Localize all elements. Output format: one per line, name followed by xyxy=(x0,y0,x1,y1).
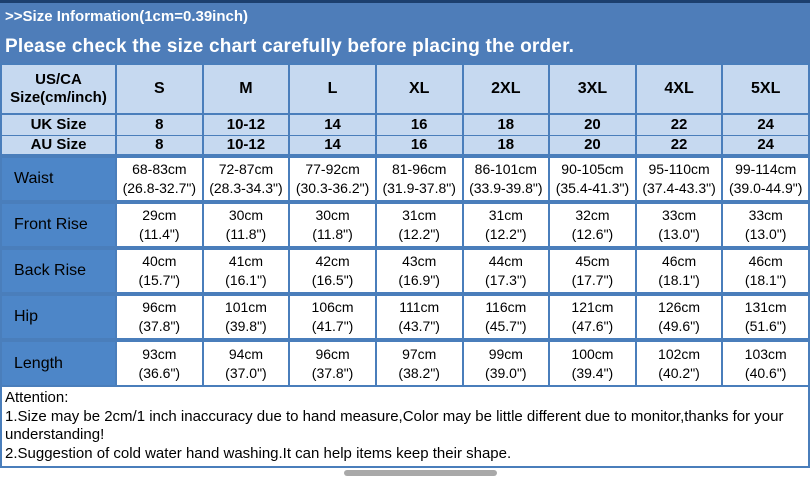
measurement-cell: 111cm (43.7") xyxy=(374,292,464,341)
measurement-cell: 106cm (41.7") xyxy=(288,292,377,341)
size-warning-text: Please check the size chart carefully be… xyxy=(5,35,575,57)
size-column-header: M xyxy=(201,63,291,115)
size-info-banner: >>Size Information(1cm=0.39inch) xyxy=(0,0,810,30)
measurement-cell: 96cm (37.8") xyxy=(115,292,204,341)
size-warning-banner: Please check the size chart carefully be… xyxy=(0,30,810,63)
size-value-cell: 8 xyxy=(115,134,204,157)
measurement-cell: 99cm (39.0") xyxy=(461,338,551,387)
size-column-header: XL xyxy=(374,63,464,115)
measurement-cell: 126cm (49.6") xyxy=(634,292,724,341)
measurement-cell: 116cm (45.7") xyxy=(461,292,551,341)
size-column-header: 3XL xyxy=(548,63,637,115)
measurement-cell: 86-101cm (33.9-39.8") xyxy=(461,154,551,203)
measurement-cell: 33cm (13.0") xyxy=(721,200,810,249)
measurement-cell: 103cm (40.6") xyxy=(721,338,810,387)
measurement-cell: 68-83cm (26.8-32.7") xyxy=(115,154,204,203)
measurement-row: Waist 68-83cm (26.8-32.7") 72-87cm (28.3-34.… xyxy=(0,154,810,203)
header-row: US/CA Size(cm/inch) S M L XL 2XL 3XL 4XL 5XL xyxy=(0,63,810,115)
size-column-header: 4XL xyxy=(634,63,724,115)
measurement-cell: 33cm (13.0") xyxy=(634,200,724,249)
size-column-header: L xyxy=(288,63,377,115)
measurement-row: Hip 96cm (37.8") 101cm (39.8") 106cm (41.7") 11… xyxy=(0,292,810,341)
measurement-cell: 40cm (15.7") xyxy=(115,246,204,295)
measurement-row: Front Rise 29cm (11.4") 30cm (11.8") 30cm (11.… xyxy=(0,200,810,249)
size-column-header: 2XL xyxy=(461,63,551,115)
measurement-cell: 95-110cm (37.4-43.3") xyxy=(634,154,724,203)
measurement-cell: 90-105cm (35.4-41.3") xyxy=(548,154,637,203)
horizontal-scrollbar[interactable] xyxy=(0,468,810,477)
measurement-row: Back Rise 40cm (15.7") 41cm (16.1") 42cm (16.5… xyxy=(0,246,810,295)
corner-header-cell: US/CA Size(cm/inch) xyxy=(0,63,117,115)
size-value-cell: 24 xyxy=(721,113,810,136)
size-value-cell: 10-12 xyxy=(201,113,291,136)
size-row-label: UK Size xyxy=(0,113,117,136)
measurement-cell: 31cm (12.2") xyxy=(461,200,551,249)
size-column-header: S xyxy=(115,63,204,115)
size-value-cell: 14 xyxy=(288,113,377,136)
measurement-cell: 101cm (39.8") xyxy=(201,292,291,341)
attention-label: Attention: xyxy=(5,389,69,406)
size-value-cell: 24 xyxy=(721,134,810,157)
measurement-cell: 121cm (47.6") xyxy=(548,292,637,341)
size-value-cell: 18 xyxy=(461,113,551,136)
measurement-cell: 44cm (17.3") xyxy=(461,246,551,295)
measurement-cell: 94cm (37.0") xyxy=(201,338,291,387)
measurement-cell: 31cm (12.2") xyxy=(374,200,464,249)
measurement-cell: 46cm (18.1") xyxy=(634,246,724,295)
measurement-cell: 96cm (37.8") xyxy=(288,338,377,387)
measurement-row-label: Hip xyxy=(0,292,117,341)
size-value-cell: 16 xyxy=(374,113,464,136)
measurement-cell: 93cm (36.6") xyxy=(115,338,204,387)
measurement-cell: 131cm (51.6") xyxy=(721,292,810,341)
measurement-cell: 43cm (16.9") xyxy=(374,246,464,295)
measurement-cell: 45cm (17.7") xyxy=(548,246,637,295)
size-value-cell: 8 xyxy=(115,113,204,136)
measurement-cell: 41cm (16.1") xyxy=(201,246,291,295)
measurement-row-label: Front Rise xyxy=(0,200,117,249)
measurement-row-label: Length xyxy=(0,338,117,387)
measurement-cell: 97cm (38.2") xyxy=(374,338,464,387)
size-value-cell: 20 xyxy=(548,113,637,136)
measurement-row: Length 93cm (36.6") 94cm (37.0") 96cm (37.8") 9… xyxy=(0,338,810,387)
measurement-cell: 99-114cm (39.0-44.9") xyxy=(721,154,810,203)
size-value-cell: 10-12 xyxy=(201,134,291,157)
attention-note-2: 2.Suggestion of cold water hand washing.… xyxy=(5,444,512,462)
scrollbar-thumb[interactable] xyxy=(344,470,497,476)
measurement-cell: 81-96cm (31.9-37.8") xyxy=(374,154,464,203)
size-column-header: 5XL xyxy=(721,63,810,115)
size-row-label: AU Size xyxy=(0,134,117,157)
measurement-cell: 100cm (39.4") xyxy=(548,338,637,387)
size-chart-table: US/CA Size(cm/inch) S M L XL 2XL 3XL 4XL 5XL UK S… xyxy=(0,63,810,387)
measurement-cell: 77-92cm (30.3-36.2") xyxy=(288,154,377,203)
measurement-cell: 46cm (18.1") xyxy=(721,246,810,295)
measurement-cell: 42cm (16.5") xyxy=(288,246,377,295)
measurement-cell: 32cm (12.6") xyxy=(548,200,637,249)
size-value-cell: 22 xyxy=(634,113,724,136)
measurement-cell: 72-87cm (28.3-34.3") xyxy=(201,154,291,203)
measurement-cell: 102cm (40.2") xyxy=(634,338,724,387)
measurement-row-label: Back Rise xyxy=(0,246,117,295)
size-info-title: >>Size Information(1cm=0.39inch) xyxy=(5,8,248,25)
size-value-cell: 14 xyxy=(288,134,377,157)
measurement-cell: 30cm (11.8") xyxy=(201,200,291,249)
size-value-cell: 18 xyxy=(461,134,551,157)
measurement-cell: 30cm (11.8") xyxy=(288,200,377,249)
size-value-cell: 16 xyxy=(374,134,464,157)
size-row: UK Size 8 10-12 14 16 18 20 22 24 xyxy=(0,113,810,136)
measurement-row-label: Waist xyxy=(0,154,117,203)
size-value-cell: 20 xyxy=(548,134,637,157)
size-row: AU Size 8 10-12 14 16 18 20 22 24 xyxy=(0,134,810,157)
attention-note-1: 1.Size may be 2cm/1 inch inaccuracy due … xyxy=(5,407,784,444)
measurement-cell: 29cm (11.4") xyxy=(115,200,204,249)
attention-section: Attention: 1.Size may be 2cm/1 inch inac… xyxy=(0,387,810,468)
size-value-cell: 22 xyxy=(634,134,724,157)
